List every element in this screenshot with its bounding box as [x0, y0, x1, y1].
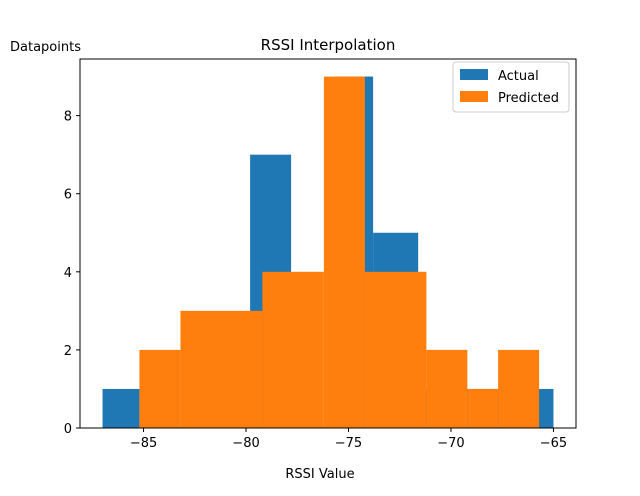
legend-swatch-actual: [460, 69, 488, 80]
y-tick-label: 2: [64, 344, 72, 359]
y-axis-label: Datapoints: [10, 40, 81, 55]
bar-actual-0: [102, 388, 140, 428]
y-tick-label: 8: [64, 110, 72, 125]
legend-label-predicted: Predicted: [498, 91, 559, 106]
bar-predicted-3: [323, 76, 365, 429]
x-tick-label: −80: [232, 436, 259, 451]
x-ticks: −85 −80 −75 −70 −65: [130, 428, 567, 451]
x-axis-label: RSSI Value: [285, 467, 354, 482]
y-tick-label: 6: [64, 188, 72, 203]
bar-predicted-5: [426, 349, 468, 428]
y-tick-label: 4: [64, 266, 72, 281]
axes-frame: [79, 58, 577, 429]
x-tick-label: −70: [437, 436, 464, 451]
y-ticks: 0 2 4 6 8: [64, 110, 80, 437]
legend-label-actual: Actual: [498, 69, 539, 84]
bar-predicted-7: [498, 349, 540, 428]
bar-predicted-0: [139, 349, 181, 428]
chart-title: RSSI Interpolation: [261, 36, 396, 54]
legend-swatch-predicted: [460, 91, 488, 102]
x-tick-label: −75: [335, 436, 362, 451]
bar-predicted-6: [467, 388, 499, 428]
bar-actual-5: [537, 388, 554, 428]
bars-layer: [102, 76, 554, 429]
bar-predicted-4: [364, 271, 427, 428]
bar-predicted-2: [262, 271, 324, 428]
x-tick-label: −85: [130, 436, 157, 451]
bar-predicted-1: [180, 310, 263, 428]
y-tick-label: 0: [64, 422, 72, 437]
x-tick-label: −65: [540, 436, 567, 451]
legend: Actual Predicted: [452, 61, 570, 113]
